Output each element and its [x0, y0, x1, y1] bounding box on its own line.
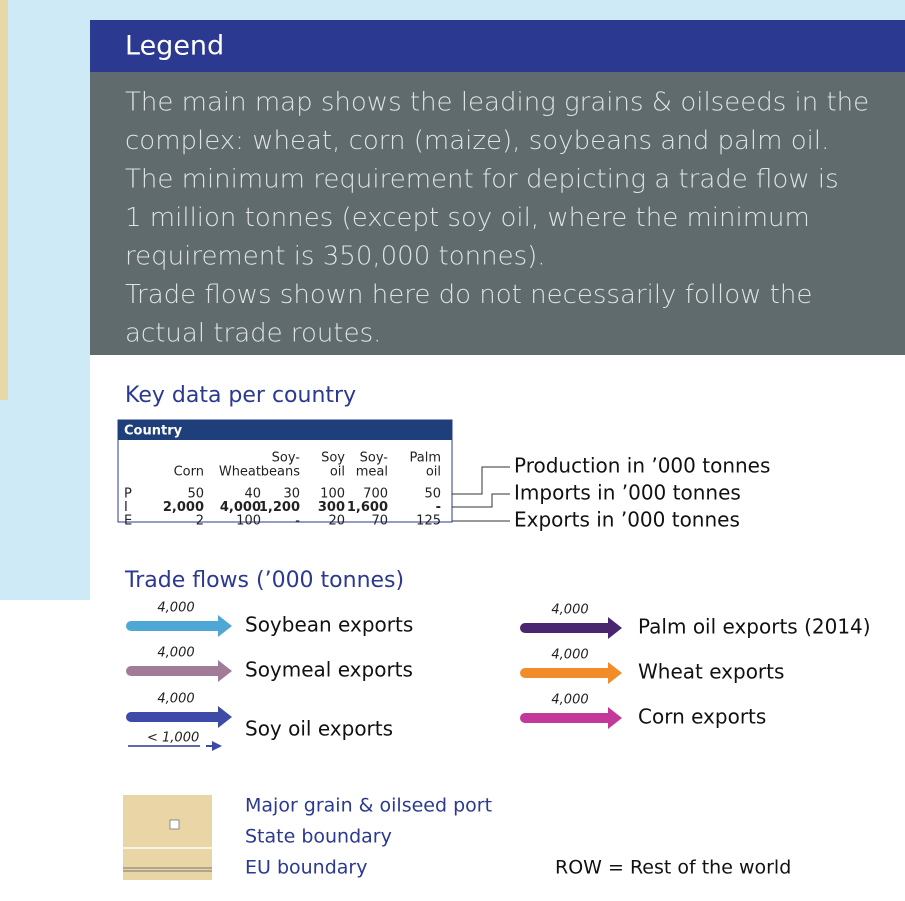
- description-line: actual trade routes.: [125, 319, 381, 349]
- row-label: P: [124, 487, 132, 502]
- table-header-label: Country: [124, 424, 183, 439]
- description-line: requirement is 350,000 tonnes).: [125, 242, 546, 272]
- section-title: Trade flows (’000 tonnes): [124, 568, 404, 593]
- table-cell: 700: [363, 487, 388, 502]
- description-line: The minimum requirement for depicting a …: [125, 165, 839, 195]
- flow-amount: 4,000: [551, 693, 588, 708]
- description-line: The main map shows the leading grains & …: [125, 88, 869, 118]
- flow-label: Wheat exports: [638, 660, 784, 684]
- flow-amount: 4,000: [157, 601, 194, 616]
- flow-label: Palm oil exports (2014): [638, 615, 871, 639]
- annotation: Imports in ’000 tonnes: [514, 481, 741, 505]
- symbol-label: EU boundary: [245, 857, 367, 879]
- column-header: Soy-: [360, 451, 389, 466]
- column-header: oil: [330, 465, 345, 480]
- leader-lines: [452, 466, 510, 522]
- column-header: Palm: [410, 451, 442, 466]
- table-cell: 20: [328, 514, 345, 529]
- column-header: Corn: [174, 465, 204, 480]
- table-cell: 1,200: [259, 500, 300, 515]
- legend-header: [90, 20, 905, 72]
- table-cell: 125: [416, 514, 441, 529]
- column-header: Wheat: [219, 465, 261, 480]
- table-header: [118, 420, 452, 440]
- description-box: [90, 72, 905, 355]
- section-title: Key data per country: [125, 383, 356, 408]
- flow-arrow: [520, 662, 622, 684]
- flow-arrow: [520, 617, 622, 639]
- column-header: Soy-: [272, 451, 301, 466]
- row-label: E: [124, 514, 132, 529]
- table-cell: -: [295, 514, 300, 529]
- legend-title: Legend: [125, 31, 224, 62]
- map-land: [0, 0, 8, 400]
- flow-label: Soymeal exports: [245, 658, 413, 682]
- table-cell: 4,000: [220, 500, 261, 515]
- description-line: Trade flows shown here do not necessaril…: [125, 280, 812, 310]
- table-cell: 30: [283, 487, 300, 502]
- flow-arrow: [520, 707, 622, 729]
- flow-label: Soybean exports: [245, 613, 413, 637]
- table-cell: 300: [318, 500, 345, 515]
- row-label: I: [124, 500, 128, 515]
- table-cell: 100: [320, 487, 345, 502]
- flow-label: Corn exports: [638, 705, 766, 729]
- flow-arrow: [126, 615, 232, 637]
- flow-arrow: [126, 706, 232, 728]
- table-cell: 40: [244, 487, 261, 502]
- note: ROW = Rest of the world: [555, 857, 791, 879]
- small-amount: < 1,000: [147, 731, 199, 746]
- flow-amount: 4,000: [157, 692, 194, 707]
- flow-arrow: [126, 660, 232, 682]
- annotation: Exports in ’000 tonnes: [514, 508, 740, 532]
- column-header: beans: [261, 465, 300, 480]
- symbol-label: Major grain & oilseed port: [245, 795, 492, 817]
- flow-amount: 4,000: [551, 648, 588, 663]
- table-cell: 100: [236, 514, 261, 529]
- table-cell: 70: [371, 514, 388, 529]
- column-header: meal: [356, 465, 388, 480]
- description-line: 1 million tonnes (except soy oil, where …: [125, 203, 810, 233]
- table-cell: 50: [187, 487, 204, 502]
- symbol-box: [123, 795, 212, 880]
- column-header: Soy: [321, 451, 345, 466]
- table-cell: 2: [196, 514, 204, 529]
- annotation: Production in ’000 tonnes: [514, 454, 770, 478]
- symbol-label: State boundary: [245, 826, 392, 848]
- table-cell: 2,000: [163, 500, 204, 515]
- table-cell: 1,600: [347, 500, 388, 515]
- port-symbol: [169, 819, 180, 830]
- flow-amount: 4,000: [157, 646, 194, 661]
- flow-amount: 4,000: [551, 603, 588, 618]
- thin-arrow: [212, 741, 222, 751]
- column-header: oil: [426, 465, 441, 480]
- table-cell: -: [436, 500, 441, 515]
- flow-label: Soy oil exports: [245, 717, 393, 741]
- description-line: complex: wheat, corn (maize), soybeans a…: [125, 126, 829, 156]
- table-cell: 50: [424, 487, 441, 502]
